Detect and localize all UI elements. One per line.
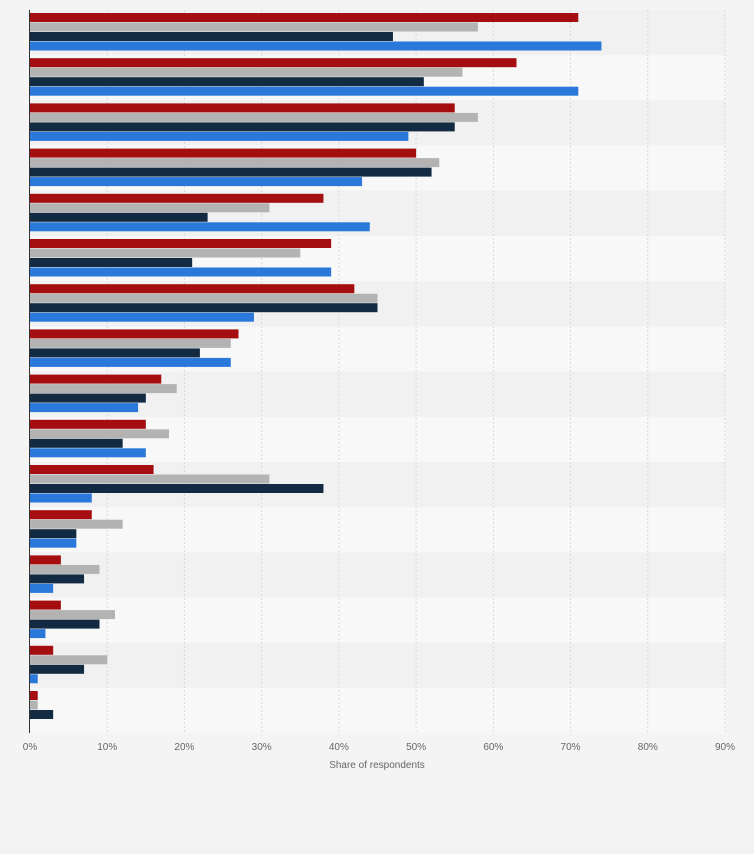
- bar[interactable]: [30, 131, 409, 141]
- bar[interactable]: [30, 691, 38, 700]
- bar[interactable]: [30, 148, 417, 158]
- x-tick-label: 90%: [715, 742, 735, 753]
- bar[interactable]: [30, 222, 370, 232]
- bar[interactable]: [30, 32, 393, 41]
- bar[interactable]: [30, 555, 61, 565]
- row-band: [30, 507, 725, 553]
- bar[interactable]: [30, 357, 231, 367]
- bar[interactable]: [30, 465, 154, 474]
- bar[interactable]: [30, 248, 301, 258]
- bar[interactable]: [30, 419, 146, 429]
- bar[interactable]: [30, 41, 602, 51]
- bar[interactable]: [30, 158, 440, 168]
- bar[interactable]: [30, 448, 146, 458]
- bar[interactable]: [30, 474, 270, 484]
- bar[interactable]: [30, 493, 92, 503]
- bar[interactable]: [30, 193, 324, 203]
- bar[interactable]: [30, 267, 332, 277]
- bar[interactable]: [30, 13, 579, 22]
- bar[interactable]: [30, 329, 239, 339]
- bar[interactable]: [30, 664, 85, 674]
- bar[interactable]: [30, 674, 38, 684]
- bar[interactable]: [30, 348, 200, 358]
- bar[interactable]: [30, 538, 77, 548]
- bar[interactable]: [30, 293, 378, 303]
- x-tick-label: 10%: [97, 742, 117, 753]
- bars: [30, 13, 602, 719]
- x-tick-label: 80%: [638, 742, 658, 753]
- bar[interactable]: [30, 629, 46, 639]
- bar[interactable]: [30, 564, 100, 574]
- bar[interactable]: [30, 338, 231, 348]
- bar[interactable]: [30, 710, 54, 719]
- bar[interactable]: [30, 239, 332, 248]
- bar[interactable]: [30, 610, 115, 620]
- bar[interactable]: [30, 86, 579, 96]
- bar[interactable]: [30, 58, 517, 68]
- x-tick-label: 40%: [329, 742, 349, 753]
- row-band: [30, 552, 725, 598]
- x-axis-label: Share of respondents: [329, 760, 425, 771]
- bar[interactable]: [30, 519, 123, 529]
- bar[interactable]: [30, 203, 270, 213]
- bar[interactable]: [30, 583, 54, 593]
- x-tick-label: 20%: [174, 742, 194, 753]
- bar[interactable]: [30, 529, 77, 539]
- x-tick-label: 70%: [561, 742, 581, 753]
- bar[interactable]: [30, 212, 208, 222]
- bar[interactable]: [30, 429, 169, 439]
- row-band: [30, 642, 725, 688]
- bar[interactable]: [30, 112, 478, 122]
- row-band: [30, 688, 725, 734]
- bar[interactable]: [30, 384, 177, 394]
- bar[interactable]: [30, 77, 424, 87]
- bar[interactable]: [30, 619, 100, 629]
- bar[interactable]: [30, 510, 92, 520]
- x-tick-labels: 0% 10% 20% 30% 40% 50% 60% 70% 80% 90%: [23, 742, 735, 753]
- x-tick-label: 30%: [252, 742, 272, 753]
- bar[interactable]: [30, 122, 455, 132]
- bar[interactable]: [30, 645, 54, 655]
- bar[interactable]: [30, 403, 139, 413]
- bar[interactable]: [30, 374, 162, 384]
- bar[interactable]: [30, 258, 193, 267]
- bar[interactable]: [30, 438, 123, 448]
- bar[interactable]: [30, 284, 355, 294]
- bar[interactable]: [30, 600, 61, 610]
- bar[interactable]: [30, 303, 378, 313]
- bar[interactable]: [30, 103, 455, 113]
- x-tick-label: 50%: [406, 742, 426, 753]
- bar[interactable]: [30, 393, 146, 403]
- bar[interactable]: [30, 167, 432, 177]
- bar[interactable]: [30, 700, 38, 710]
- bar[interactable]: [30, 177, 363, 187]
- row-band: [30, 597, 725, 643]
- bar[interactable]: [30, 655, 108, 665]
- x-tick-label: 60%: [483, 742, 503, 753]
- x-tick-label: 0%: [23, 742, 38, 753]
- bar[interactable]: [30, 22, 478, 32]
- bar[interactable]: [30, 574, 85, 584]
- bar[interactable]: [30, 312, 254, 322]
- bar[interactable]: [30, 67, 463, 77]
- bar[interactable]: [30, 484, 324, 493]
